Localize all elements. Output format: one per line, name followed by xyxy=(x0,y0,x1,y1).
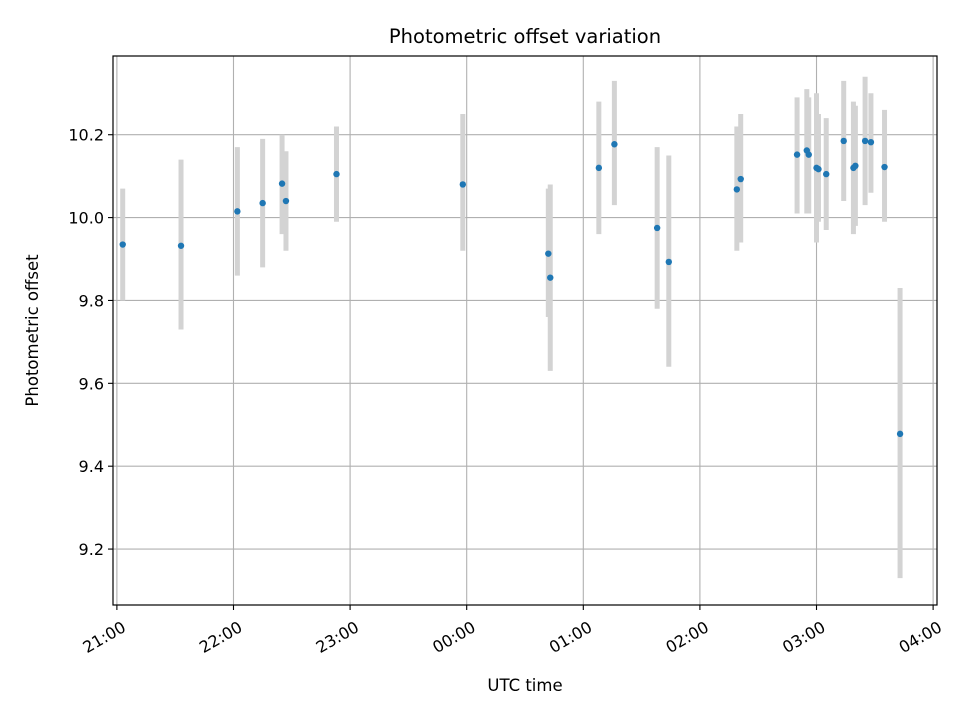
data-point xyxy=(177,242,185,249)
x-axis-label: UTC time xyxy=(487,676,562,695)
data-point xyxy=(896,430,904,438)
y-tick-label: 9.8 xyxy=(79,291,104,310)
data-point xyxy=(278,180,286,187)
data-point xyxy=(737,175,744,183)
data-point xyxy=(815,165,822,173)
data-point xyxy=(653,224,661,232)
data-point xyxy=(861,137,869,145)
data-point xyxy=(805,151,812,158)
data-point xyxy=(733,186,741,193)
error-bars xyxy=(120,76,903,579)
data-point xyxy=(282,197,290,205)
data-point xyxy=(234,208,241,215)
x-tick-label: 00:00 xyxy=(429,617,478,657)
data-point xyxy=(459,181,467,188)
data-points xyxy=(119,137,904,438)
data-point xyxy=(547,274,554,281)
x-tick-label: 21:00 xyxy=(79,617,128,657)
y-tick-label: 10.2 xyxy=(68,126,104,145)
y-tick-label: 9.2 xyxy=(79,540,104,559)
plot-frame xyxy=(112,55,938,606)
data-point xyxy=(867,138,875,146)
x-tick-label: 04:00 xyxy=(896,617,945,657)
data-point xyxy=(611,141,618,148)
x-tick-label: 22:00 xyxy=(196,617,245,657)
data-point xyxy=(665,258,673,266)
x-tick-label: 03:00 xyxy=(779,617,828,657)
data-point xyxy=(595,164,603,172)
data-point xyxy=(840,137,847,145)
y-axis-label: Photometric offset xyxy=(23,254,42,407)
axis-ticks: 21:00 22:00 23:00 00:00 01:00 02:00 03:00 04:00… xyxy=(68,126,945,657)
data-point xyxy=(793,151,801,158)
x-tick-label: 01:00 xyxy=(546,617,595,657)
x-tick-label: 23:00 xyxy=(313,617,362,657)
data-point xyxy=(881,163,888,171)
y-tick-label: 9.4 xyxy=(79,457,104,476)
data-point xyxy=(545,250,552,257)
chart-title: Photometric offset variation xyxy=(389,25,661,48)
y-tick-label: 9.6 xyxy=(79,374,104,393)
y-tick-label: 10.0 xyxy=(68,209,104,228)
data-point xyxy=(259,199,266,207)
grid xyxy=(113,56,937,605)
data-point xyxy=(823,170,830,178)
data-point xyxy=(333,170,340,178)
x-tick-label: 02:00 xyxy=(662,617,711,657)
data-point xyxy=(852,162,859,169)
data-point xyxy=(119,241,126,248)
